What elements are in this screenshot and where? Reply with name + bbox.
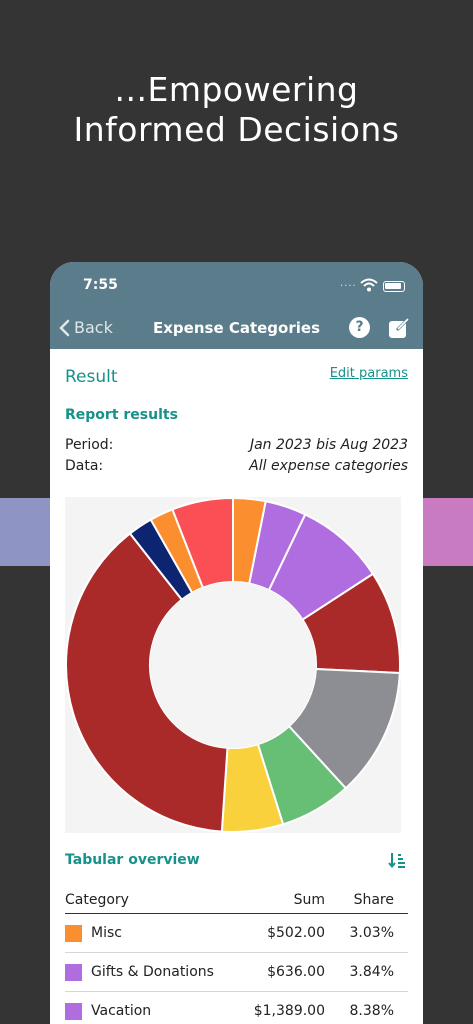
period-row: Period: Jan 2023 bis Aug 2023 [65,437,408,453]
report-results-heading: Report results [65,407,178,423]
category-swatch [65,1002,82,1020]
result-heading: Result [65,367,118,387]
period-label: Period: [65,437,114,453]
category-table: Category Sum Share Misc $502.00 3.03% Gi… [65,886,408,1024]
category-sum: $1,389.00 [253,1003,325,1019]
category-name: Vacation [91,1003,152,1019]
donut-hole [150,582,316,748]
edit-icon[interactable] [388,317,410,339]
decorative-band-right [413,498,473,566]
table-header: Category Sum Share [65,886,408,914]
nav-header: 7:55 .... Back Expense Categories ? [50,262,423,349]
headline-line-2: Informed Decisions [73,110,400,149]
data-row: Data: All expense categories [65,458,408,474]
category-share: 3.84% [349,964,394,980]
header-sum: Sum [293,891,325,908]
phone-screen: 7:55 .... Back Expense Categories ? Resu… [50,262,423,1024]
donut-chart-panel [65,496,401,833]
table-row[interactable]: Vacation $1,389.00 8.38% [65,992,408,1024]
page-title: Expense Categories [153,319,320,337]
sort-icon[interactable] [388,851,406,869]
category-name: Gifts & Donations [91,964,214,980]
category-sum: $636.00 [267,964,325,980]
data-label: Data: [65,458,104,474]
header-share: Share [353,891,394,908]
category-share: 3.03% [349,925,394,941]
edit-params-link[interactable]: Edit params [329,366,408,381]
category-share: 8.38% [349,1003,394,1019]
category-swatch [65,963,82,981]
table-row[interactable]: Gifts & Donations $636.00 3.84% [65,953,408,992]
marketing-headline: ...Empowering Informed Decisions [0,70,473,150]
data-value: All expense categories [249,458,408,474]
headline-line-1: ...Empowering [114,70,359,109]
tabular-overview-heading: Tabular overview [65,852,200,868]
back-label: Back [74,318,113,337]
help-button[interactable]: ? [349,317,370,338]
category-name: Misc [91,925,122,941]
back-button[interactable]: Back [58,318,113,337]
chevron-left-icon [59,319,70,336]
period-value: Jan 2023 bis Aug 2023 [249,437,408,453]
table-row[interactable]: Misc $502.00 3.03% [65,914,408,953]
battery-icon [383,281,405,292]
donut-chart [65,496,401,833]
status-time: 7:55 [83,277,118,293]
wifi-icon [360,278,378,292]
signal-icon: .... [340,278,357,289]
category-sum: $502.00 [267,925,325,941]
category-swatch [65,924,82,942]
header-category: Category [65,891,129,908]
